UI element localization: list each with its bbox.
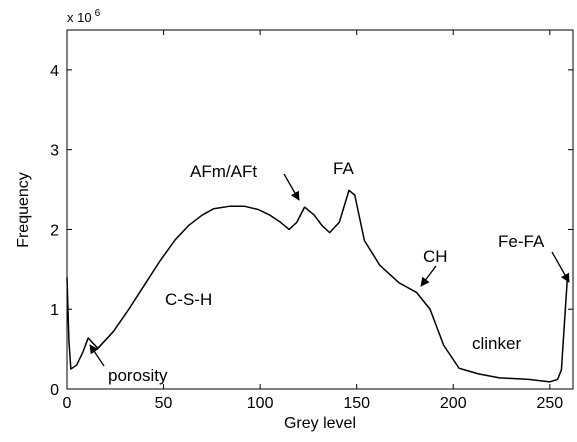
x-tick-label: 0 [63, 395, 72, 412]
annotation: porosity [108, 366, 168, 385]
x-tick-label: 250 [536, 395, 563, 412]
x-tick-label: 100 [247, 395, 274, 412]
y-tick-label: 2 [50, 222, 59, 239]
plot-frame [66, 29, 574, 390]
line [66, 189, 568, 383]
y-tick-label: 4 [50, 63, 59, 80]
annotation: AFm/AFt [190, 162, 257, 181]
x-tick-label: 150 [343, 395, 370, 412]
annotation: Fe-FA [498, 232, 545, 251]
y-tick-label: 3 [50, 143, 59, 160]
y-tick-label: 0 [50, 382, 59, 399]
multiplier-base: x 10 [67, 10, 92, 25]
annotation: C-S-H [165, 290, 212, 309]
x-tick-label: 50 [155, 395, 173, 412]
annotation: CH [423, 247, 448, 266]
annotation: FA [333, 159, 354, 178]
y-multiplier: x 10 6 [67, 8, 101, 25]
annotation: clinker [472, 334, 521, 353]
arrow [551, 251, 570, 283]
arrow [420, 265, 437, 287]
multiplier-exponent: 6 [95, 8, 101, 19]
x-axis-label: Grey level [284, 415, 356, 432]
arrow [283, 173, 300, 201]
x-tick-label: 200 [440, 395, 467, 412]
y-axis-label: Frequency [15, 172, 32, 248]
arrow [89, 344, 105, 367]
arrows [89, 173, 570, 367]
y-tick-label: 1 [50, 302, 59, 319]
